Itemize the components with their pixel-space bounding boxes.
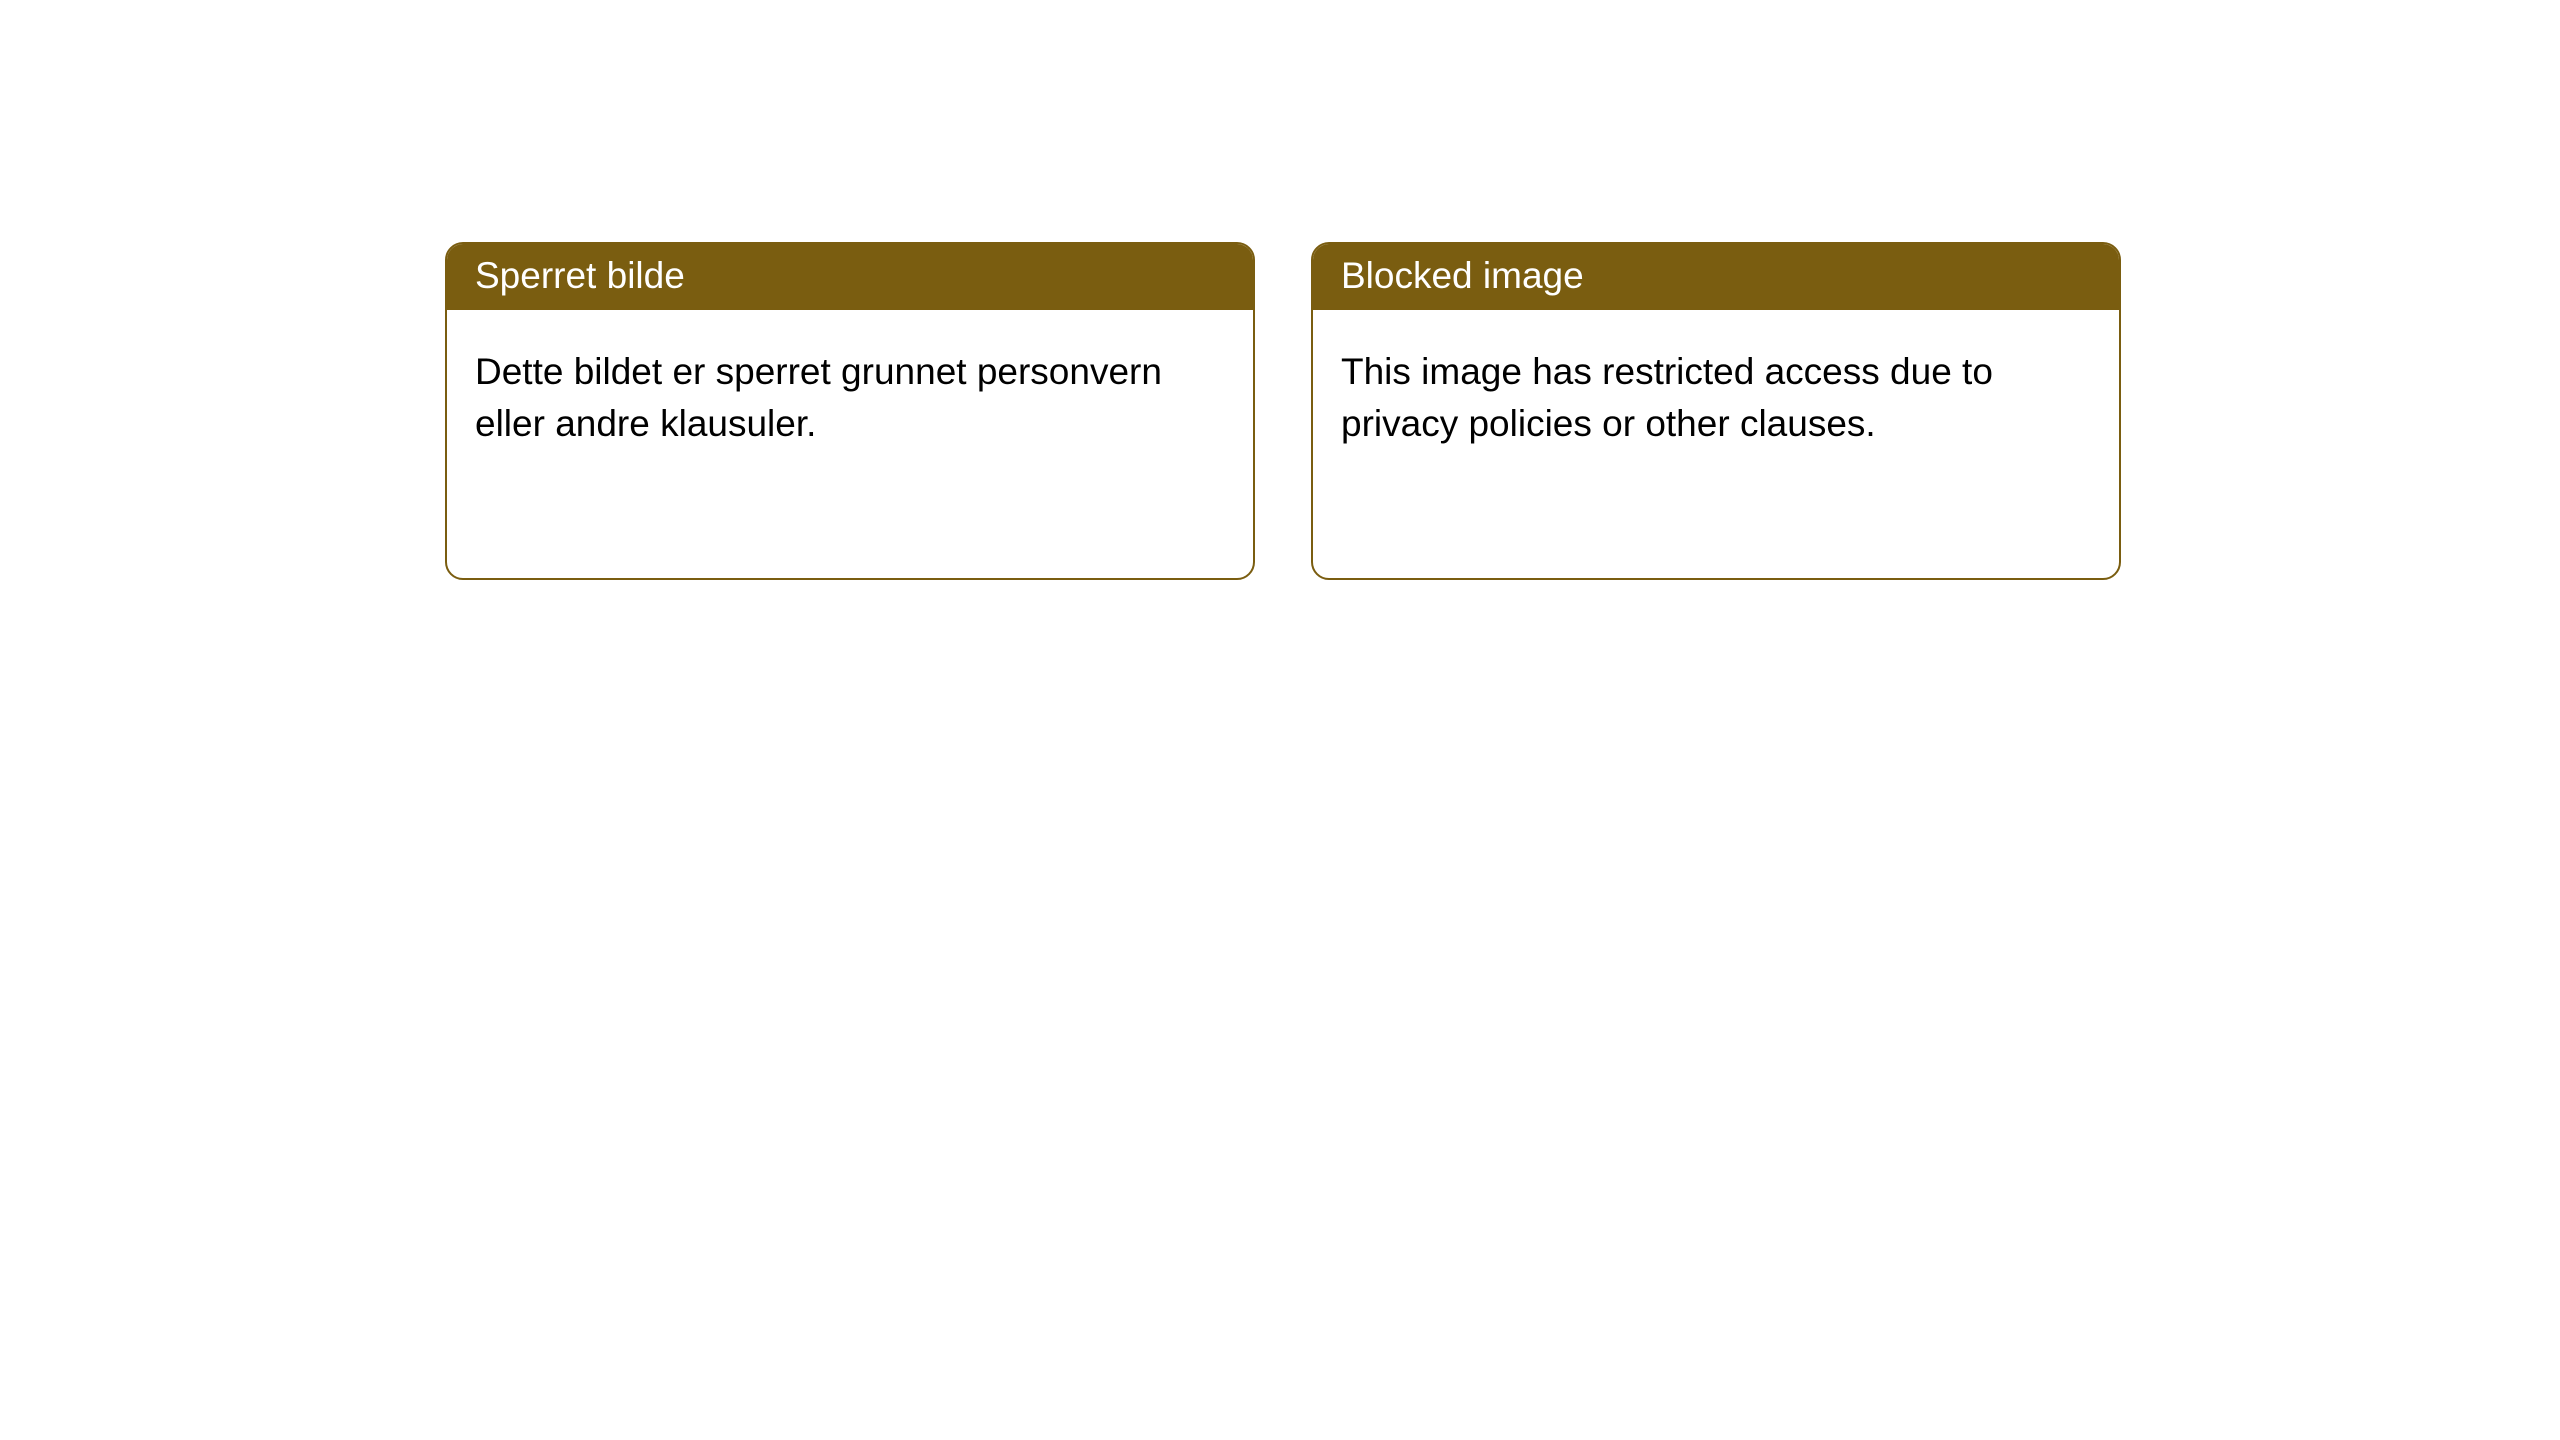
blocked-image-card-norwegian: Sperret bilde Dette bildet er sperret gr… bbox=[445, 242, 1255, 580]
card-title: Blocked image bbox=[1341, 255, 1584, 296]
card-body-text: This image has restricted access due to … bbox=[1341, 351, 1993, 444]
card-header: Sperret bilde bbox=[447, 244, 1253, 310]
card-body-text: Dette bildet er sperret grunnet personve… bbox=[475, 351, 1162, 444]
card-title: Sperret bilde bbox=[475, 255, 685, 296]
card-body: Dette bildet er sperret grunnet personve… bbox=[447, 310, 1253, 478]
cards-container: Sperret bilde Dette bildet er sperret gr… bbox=[445, 242, 2121, 580]
card-body: This image has restricted access due to … bbox=[1313, 310, 2119, 478]
blocked-image-card-english: Blocked image This image has restricted … bbox=[1311, 242, 2121, 580]
card-header: Blocked image bbox=[1313, 244, 2119, 310]
